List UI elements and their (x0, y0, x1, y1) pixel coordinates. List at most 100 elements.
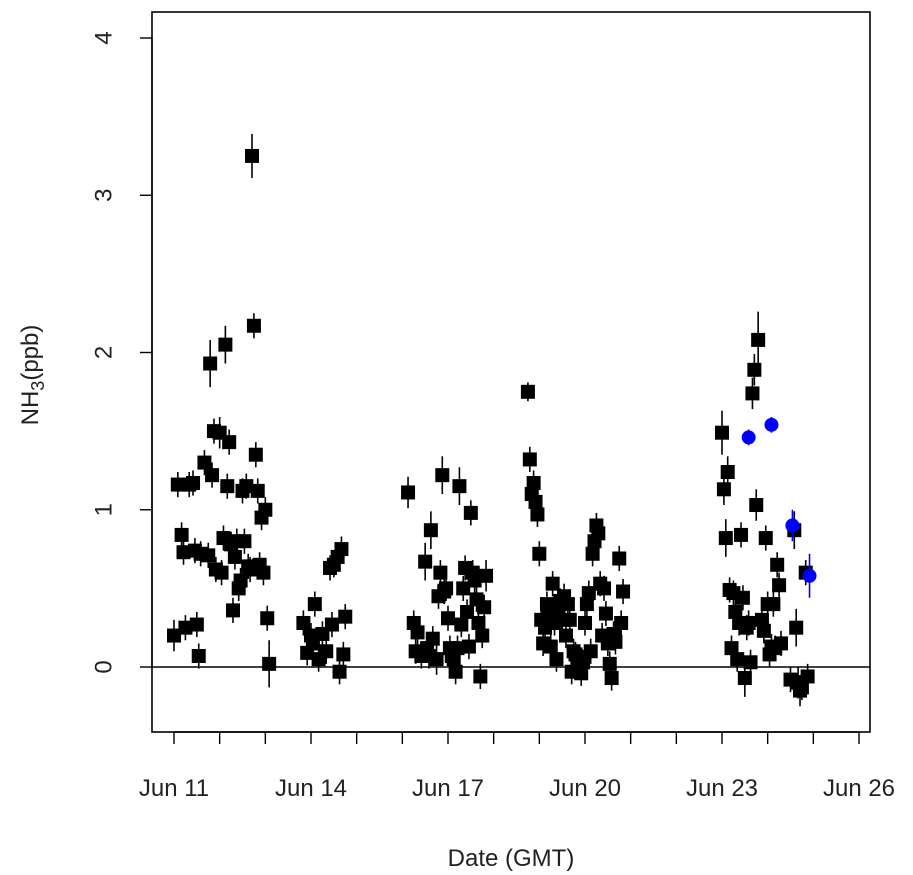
data-point (296, 615, 311, 630)
data-point (324, 617, 339, 632)
data-point (205, 468, 220, 483)
data-point (741, 615, 756, 630)
data-point (745, 386, 760, 401)
data-point (439, 581, 454, 596)
y-tick-label: 4 (91, 31, 118, 44)
data-point (338, 609, 353, 624)
data-point (222, 435, 237, 450)
data-point (203, 356, 218, 371)
data-point (598, 606, 613, 621)
data-point (460, 604, 475, 619)
data-point (528, 494, 543, 509)
data-point (463, 505, 478, 520)
data-point (433, 565, 448, 580)
data-point (186, 476, 201, 491)
data-point (448, 664, 463, 679)
data-point (560, 597, 575, 612)
data-point (741, 430, 756, 445)
data-point (454, 617, 469, 632)
data-point (477, 600, 492, 615)
data-point (766, 597, 781, 612)
data-point (764, 417, 779, 432)
data-point (197, 455, 212, 470)
data-point (614, 615, 629, 630)
data-point (718, 531, 733, 546)
data-point (214, 565, 229, 580)
data-point (591, 526, 606, 541)
data-point (737, 671, 752, 686)
data-point (602, 656, 617, 671)
data-point (246, 318, 261, 333)
data-point (248, 447, 263, 462)
x-tick-label: Jun 11 (139, 775, 209, 802)
data-point (749, 498, 764, 513)
data-point (558, 628, 573, 643)
data-point (237, 534, 252, 549)
x-tick-label: Jun 14 (275, 775, 347, 802)
data-point (734, 527, 749, 542)
data-point (456, 581, 471, 596)
y-axis-title-unit: (ppb) (17, 325, 44, 381)
data-point (715, 425, 729, 440)
data-point (410, 625, 425, 640)
data-point (794, 680, 809, 695)
y-tick-label: 2 (91, 346, 118, 359)
data-point (756, 623, 771, 638)
data-point (233, 573, 248, 588)
data-point (730, 652, 745, 667)
data-point (579, 597, 594, 612)
data-point (800, 669, 815, 684)
data-point (435, 468, 450, 483)
data-point (754, 612, 769, 627)
data-point (549, 652, 564, 667)
x-tick-label: Jun 17 (412, 775, 484, 802)
data-point (452, 479, 467, 494)
data-point (604, 671, 619, 686)
data-point (176, 545, 191, 560)
data-point (802, 568, 817, 583)
data-point (530, 507, 545, 522)
data-point (735, 590, 750, 605)
data-point (532, 546, 547, 561)
data-point (747, 362, 762, 377)
data-point (773, 636, 788, 651)
data-point (789, 620, 804, 635)
data-point (467, 573, 482, 588)
data-point (562, 612, 577, 627)
data-point (441, 611, 455, 626)
data-point (720, 465, 735, 480)
data-point (522, 452, 537, 467)
data-point (220, 479, 235, 494)
x-tick-label: Jun 20 (549, 775, 621, 802)
data-point (772, 578, 787, 593)
x-tick-label: Jun 23 (686, 775, 758, 802)
data-point (225, 603, 240, 618)
data-point (201, 548, 216, 563)
data-point (178, 620, 193, 635)
data-point (545, 576, 560, 591)
data-point (612, 551, 627, 566)
data-point (260, 611, 275, 626)
data-point (479, 568, 494, 583)
data-point (578, 615, 592, 630)
data-point (245, 148, 260, 163)
data-point (770, 557, 785, 572)
y-axis-title-sub: 3 (28, 381, 48, 391)
y-tick-label: 1 (91, 503, 118, 516)
data-point (520, 384, 535, 399)
data-point (425, 631, 440, 646)
y-axis-title: NH3(ppb) (17, 325, 48, 426)
data-point (450, 641, 465, 656)
data-point (191, 648, 206, 663)
data-point (471, 615, 486, 630)
y-tick-label: 3 (91, 189, 118, 202)
data-point (576, 655, 591, 670)
data-point (174, 527, 189, 542)
data-point (319, 644, 334, 659)
data-point (401, 485, 416, 500)
data-point (336, 647, 351, 662)
data-point (218, 337, 233, 352)
data-point (429, 652, 444, 667)
data-point (574, 666, 589, 681)
data-point (227, 549, 242, 564)
